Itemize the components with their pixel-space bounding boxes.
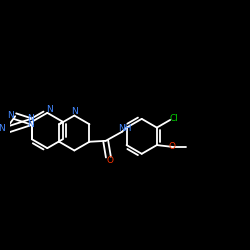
Text: Cl: Cl xyxy=(170,114,178,123)
Text: N: N xyxy=(46,105,53,114)
Text: N: N xyxy=(71,107,78,116)
Text: N: N xyxy=(28,114,34,123)
Text: O: O xyxy=(106,156,113,165)
Text: N: N xyxy=(27,120,34,130)
Text: N: N xyxy=(0,124,5,132)
Text: N: N xyxy=(7,111,14,120)
Text: NH: NH xyxy=(118,124,131,133)
Text: O: O xyxy=(169,142,176,152)
